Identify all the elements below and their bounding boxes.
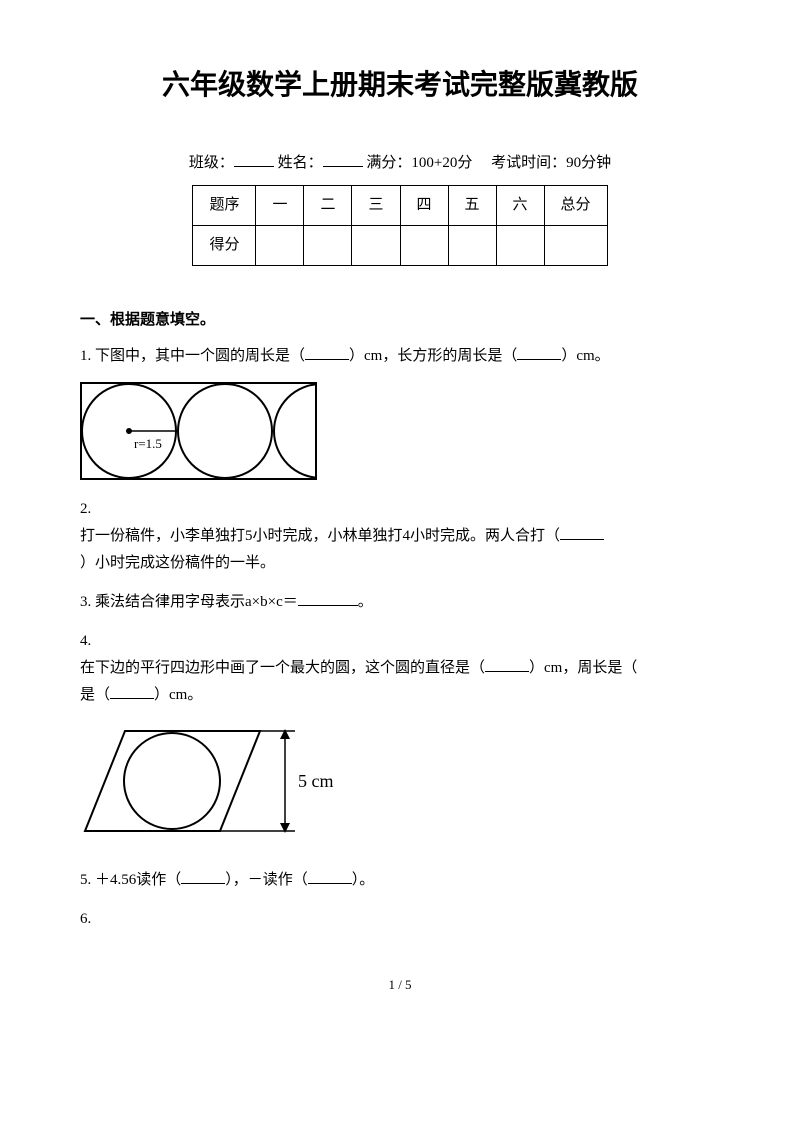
q3-text-b: 。 — [358, 594, 373, 610]
q2-text-b: ）小时完成这份稿件的一半。 — [80, 555, 275, 571]
table-header: 总分 — [544, 186, 607, 226]
time-label: 考试时间：90分钟 — [491, 155, 611, 171]
q5-text-c: ）。 — [352, 872, 375, 888]
q1-text-c: ）cm。 — [561, 348, 609, 364]
table-header: 三 — [352, 186, 400, 226]
table-header: 五 — [448, 186, 496, 226]
q2-num: 2. — [80, 496, 720, 523]
table-header: 题序 — [193, 186, 256, 226]
q4-text-b: ）cm，周长是（ — [529, 660, 637, 676]
blank — [485, 657, 529, 672]
q5-text-b: ），－读作（ — [225, 872, 308, 888]
score-table: 题序 一 二 三 四 五 六 总分 得分 — [192, 185, 607, 266]
table-header: 六 — [496, 186, 544, 226]
table-header: 四 — [400, 186, 448, 226]
q2-text-a: 打一份稿件，小李单独打5小时完成，小林单独打4小时完成。两人合打（ — [80, 528, 560, 544]
svg-text:r=1.5: r=1.5 — [134, 436, 162, 451]
table-cell — [400, 226, 448, 266]
question-5: 5. ＋4.56读作（ ），－读作（ ）。 — [80, 867, 720, 894]
table-cell — [496, 226, 544, 266]
page-number: 1 / 5 — [80, 973, 720, 996]
q6-num: 6. — [80, 911, 91, 927]
blank — [298, 591, 358, 606]
q4-num: 4. — [80, 628, 720, 655]
table-cell — [352, 226, 400, 266]
table-cell — [304, 226, 352, 266]
blank — [517, 345, 561, 360]
table-header: 二 — [304, 186, 352, 226]
figure-circles-in-rect: r=1.5 — [80, 382, 720, 490]
svg-text:5 cm: 5 cm — [298, 771, 334, 791]
blank — [110, 684, 154, 699]
table-cell — [256, 226, 304, 266]
question-6: 6. — [80, 906, 720, 933]
question-4: 4. 在下边的平行四边形中画了一个最大的圆，这个圆的直径是（ ）cm，周长是（ 是… — [80, 628, 720, 709]
q1-text-b: ）cm，长方形的周长是（ — [349, 348, 517, 364]
question-2: 2. 打一份稿件，小李单独打5小时完成，小林单独打4小时完成。两人合打（ ）小时… — [80, 496, 720, 577]
blank — [308, 869, 352, 884]
blank — [181, 869, 225, 884]
q3-text-a: 3. 乘法结合律用字母表示a×b×c＝ — [80, 594, 298, 610]
q4-text-c: ）cm。 — [154, 687, 202, 703]
blank — [305, 345, 349, 360]
circles-rect-svg: r=1.5 — [80, 382, 317, 480]
table-row: 题序 一 二 三 四 五 六 总分 — [193, 186, 607, 226]
table-cell — [448, 226, 496, 266]
table-row: 得分 — [193, 226, 607, 266]
name-blank — [323, 152, 363, 167]
score-label: 满分：100+20分 — [366, 155, 472, 171]
q1-text-a: 1. 下图中，其中一个圆的周长是（ — [80, 348, 305, 364]
table-header: 一 — [256, 186, 304, 226]
table-cell — [544, 226, 607, 266]
blank — [560, 525, 604, 540]
name-label: 姓名： — [278, 155, 323, 171]
question-3: 3. 乘法结合律用字母表示a×b×c＝ 。 — [80, 589, 720, 616]
parallelogram-svg: 5 cm — [80, 721, 360, 851]
exam-info-line: 班级： 姓名： 满分：100+20分 考试时间：90分钟 — [80, 150, 720, 177]
class-label: 班级： — [189, 155, 234, 171]
section-heading: 一、根据题意填空。 — [80, 306, 720, 333]
figure-parallelogram: 5 cm — [80, 721, 720, 861]
q5-text-a: 5. ＋4.56读作（ — [80, 872, 181, 888]
q4-text-b2: 是（ — [80, 687, 110, 703]
page-title: 六年级数学上册期末考试完整版冀教版 — [80, 60, 720, 110]
question-1: 1. 下图中，其中一个圆的周长是（ ）cm，长方形的周长是（ ）cm。 — [80, 343, 720, 370]
class-blank — [234, 152, 274, 167]
q4-text-a: 在下边的平行四边形中画了一个最大的圆，这个圆的直径是（ — [80, 660, 485, 676]
table-cell: 得分 — [193, 226, 256, 266]
